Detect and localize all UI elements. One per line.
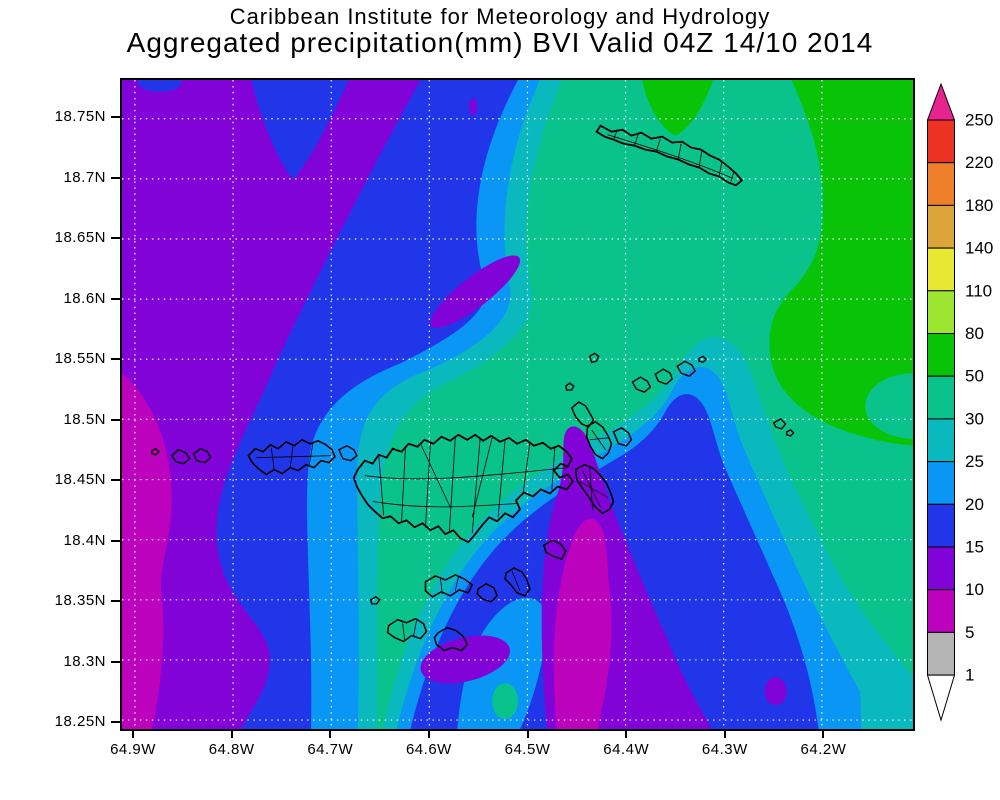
- lat-tick-label: 18.6N: [63, 289, 106, 307]
- lat-tick-label: 18.55N: [54, 350, 106, 367]
- lat-tick-label: 18.45N: [54, 471, 106, 488]
- colorbar-label: 80: [965, 324, 984, 343]
- lat-tick-label: 18.35N: [54, 592, 106, 609]
- map-plot-area: [120, 78, 915, 731]
- colorbar-label: 5: [965, 623, 974, 642]
- precipitation-colorbar: 250 220 180 140 110 80 50 30 25 20 15 10 5 1: [925, 78, 1000, 748]
- island-camanoe-scrub: [564, 352, 633, 460]
- colorbar-label: 220: [965, 153, 993, 172]
- island-coastlines: [151, 124, 795, 652]
- lat-tick-label: 18.7N: [63, 168, 106, 186]
- island-tortola: [352, 433, 574, 544]
- lon-tick-label: 64.5W: [504, 741, 551, 758]
- lon-tick-label: 64.3W: [701, 741, 748, 758]
- lat-tick-mark: [111, 660, 120, 663]
- contour-east-system: [382, 336, 913, 729]
- colorbar-label: 25: [965, 452, 984, 471]
- colorbar-segment: [927, 290, 955, 335]
- colorbar-segment: [927, 503, 955, 548]
- lat-tick-mark: [111, 297, 120, 300]
- lat-tick-mark: [111, 721, 120, 723]
- lat-tick-mark: [111, 539, 120, 542]
- lon-tick-mark: [230, 729, 233, 738]
- lon-tick-label: 64.8W: [208, 741, 255, 758]
- colorbar-graphic: 250 220 180 140 110 80 50 30 25 20 15 10 5 1: [926, 82, 993, 722]
- lon-tick-label: 64.6W: [405, 741, 452, 758]
- lat-tick-mark: [111, 479, 120, 481]
- islands-southern-cays: [369, 539, 567, 652]
- lon-tick-label: 64.9W: [110, 741, 156, 758]
- colorbar-label: 110: [965, 281, 992, 300]
- page-title: Caribbean Institute for Meteorology and …: [229, 4, 771, 29]
- contour-band-50-80: [642, 80, 913, 446]
- colorbar-label: 180: [965, 196, 993, 215]
- colorbar-label: 30: [965, 409, 984, 428]
- colorbar-segment: [927, 546, 955, 591]
- lon-tick-mark: [329, 729, 332, 738]
- contour-west-system: [122, 80, 562, 729]
- lon-tick-mark: [132, 729, 134, 738]
- island-virgin-gorda: [574, 355, 795, 515]
- lat-tick-label: 18.5N: [63, 410, 106, 428]
- colorbar-segment: [927, 631, 955, 676]
- colorbar-label: 1: [965, 666, 974, 685]
- island-anegada: [595, 124, 744, 187]
- colorbar-segment: [927, 333, 955, 377]
- colorbar-label: 140: [965, 239, 993, 258]
- lat-tick-mark: [111, 418, 120, 421]
- colorbar-segment: [927, 204, 955, 249]
- colorbar-label: 250: [965, 111, 993, 130]
- colorbar-segment: [927, 247, 955, 292]
- colorbar-segment: [927, 119, 955, 164]
- colorbar-segment: [927, 589, 955, 633]
- lat-tick-label: 18.75N: [54, 108, 106, 125]
- lon-tick-label: 64.4W: [603, 741, 650, 758]
- colorbar-under-arrow: [926, 674, 956, 722]
- colorbar-segment: [927, 461, 955, 505]
- lat-tick-label: 18.4N: [63, 531, 106, 549]
- lat-tick-mark: [111, 600, 120, 602]
- colorbar-label: 20: [965, 495, 984, 514]
- lon-tick-label: 64.2W: [800, 741, 847, 758]
- colorbar-over-arrow: [926, 82, 956, 121]
- lat-tick-mark: [111, 358, 120, 360]
- lat-tick-label: 18.25N: [54, 713, 106, 730]
- grid-lines: [122, 80, 913, 729]
- lon-tick-mark: [822, 729, 825, 738]
- colorbar-label: 15: [965, 538, 984, 557]
- lat-tick-mark: [111, 116, 120, 118]
- lat-tick-mark: [111, 237, 120, 239]
- lat-tick-mark: [111, 176, 120, 179]
- colorbar-segment: [927, 418, 955, 463]
- colorbar-label: 10: [965, 580, 984, 599]
- lon-tick-label: 64.7W: [307, 741, 354, 758]
- colorbar-label: 50: [965, 367, 984, 386]
- lat-tick-label: 18.3N: [63, 652, 106, 670]
- page-subtitle: Aggregated precipitation(mm) BVI Valid 0…: [126, 27, 874, 58]
- colorbar-segment: [927, 162, 955, 206]
- lon-tick-mark: [723, 729, 726, 738]
- lat-tick-label: 18.65N: [54, 229, 106, 246]
- precipitation-field: [122, 80, 913, 729]
- lon-tick-mark: [526, 729, 529, 738]
- island-jost-van-dyke: [151, 438, 358, 476]
- lon-tick-mark: [625, 729, 628, 738]
- colorbar-segment: [927, 375, 955, 420]
- lon-tick-mark: [427, 729, 430, 738]
